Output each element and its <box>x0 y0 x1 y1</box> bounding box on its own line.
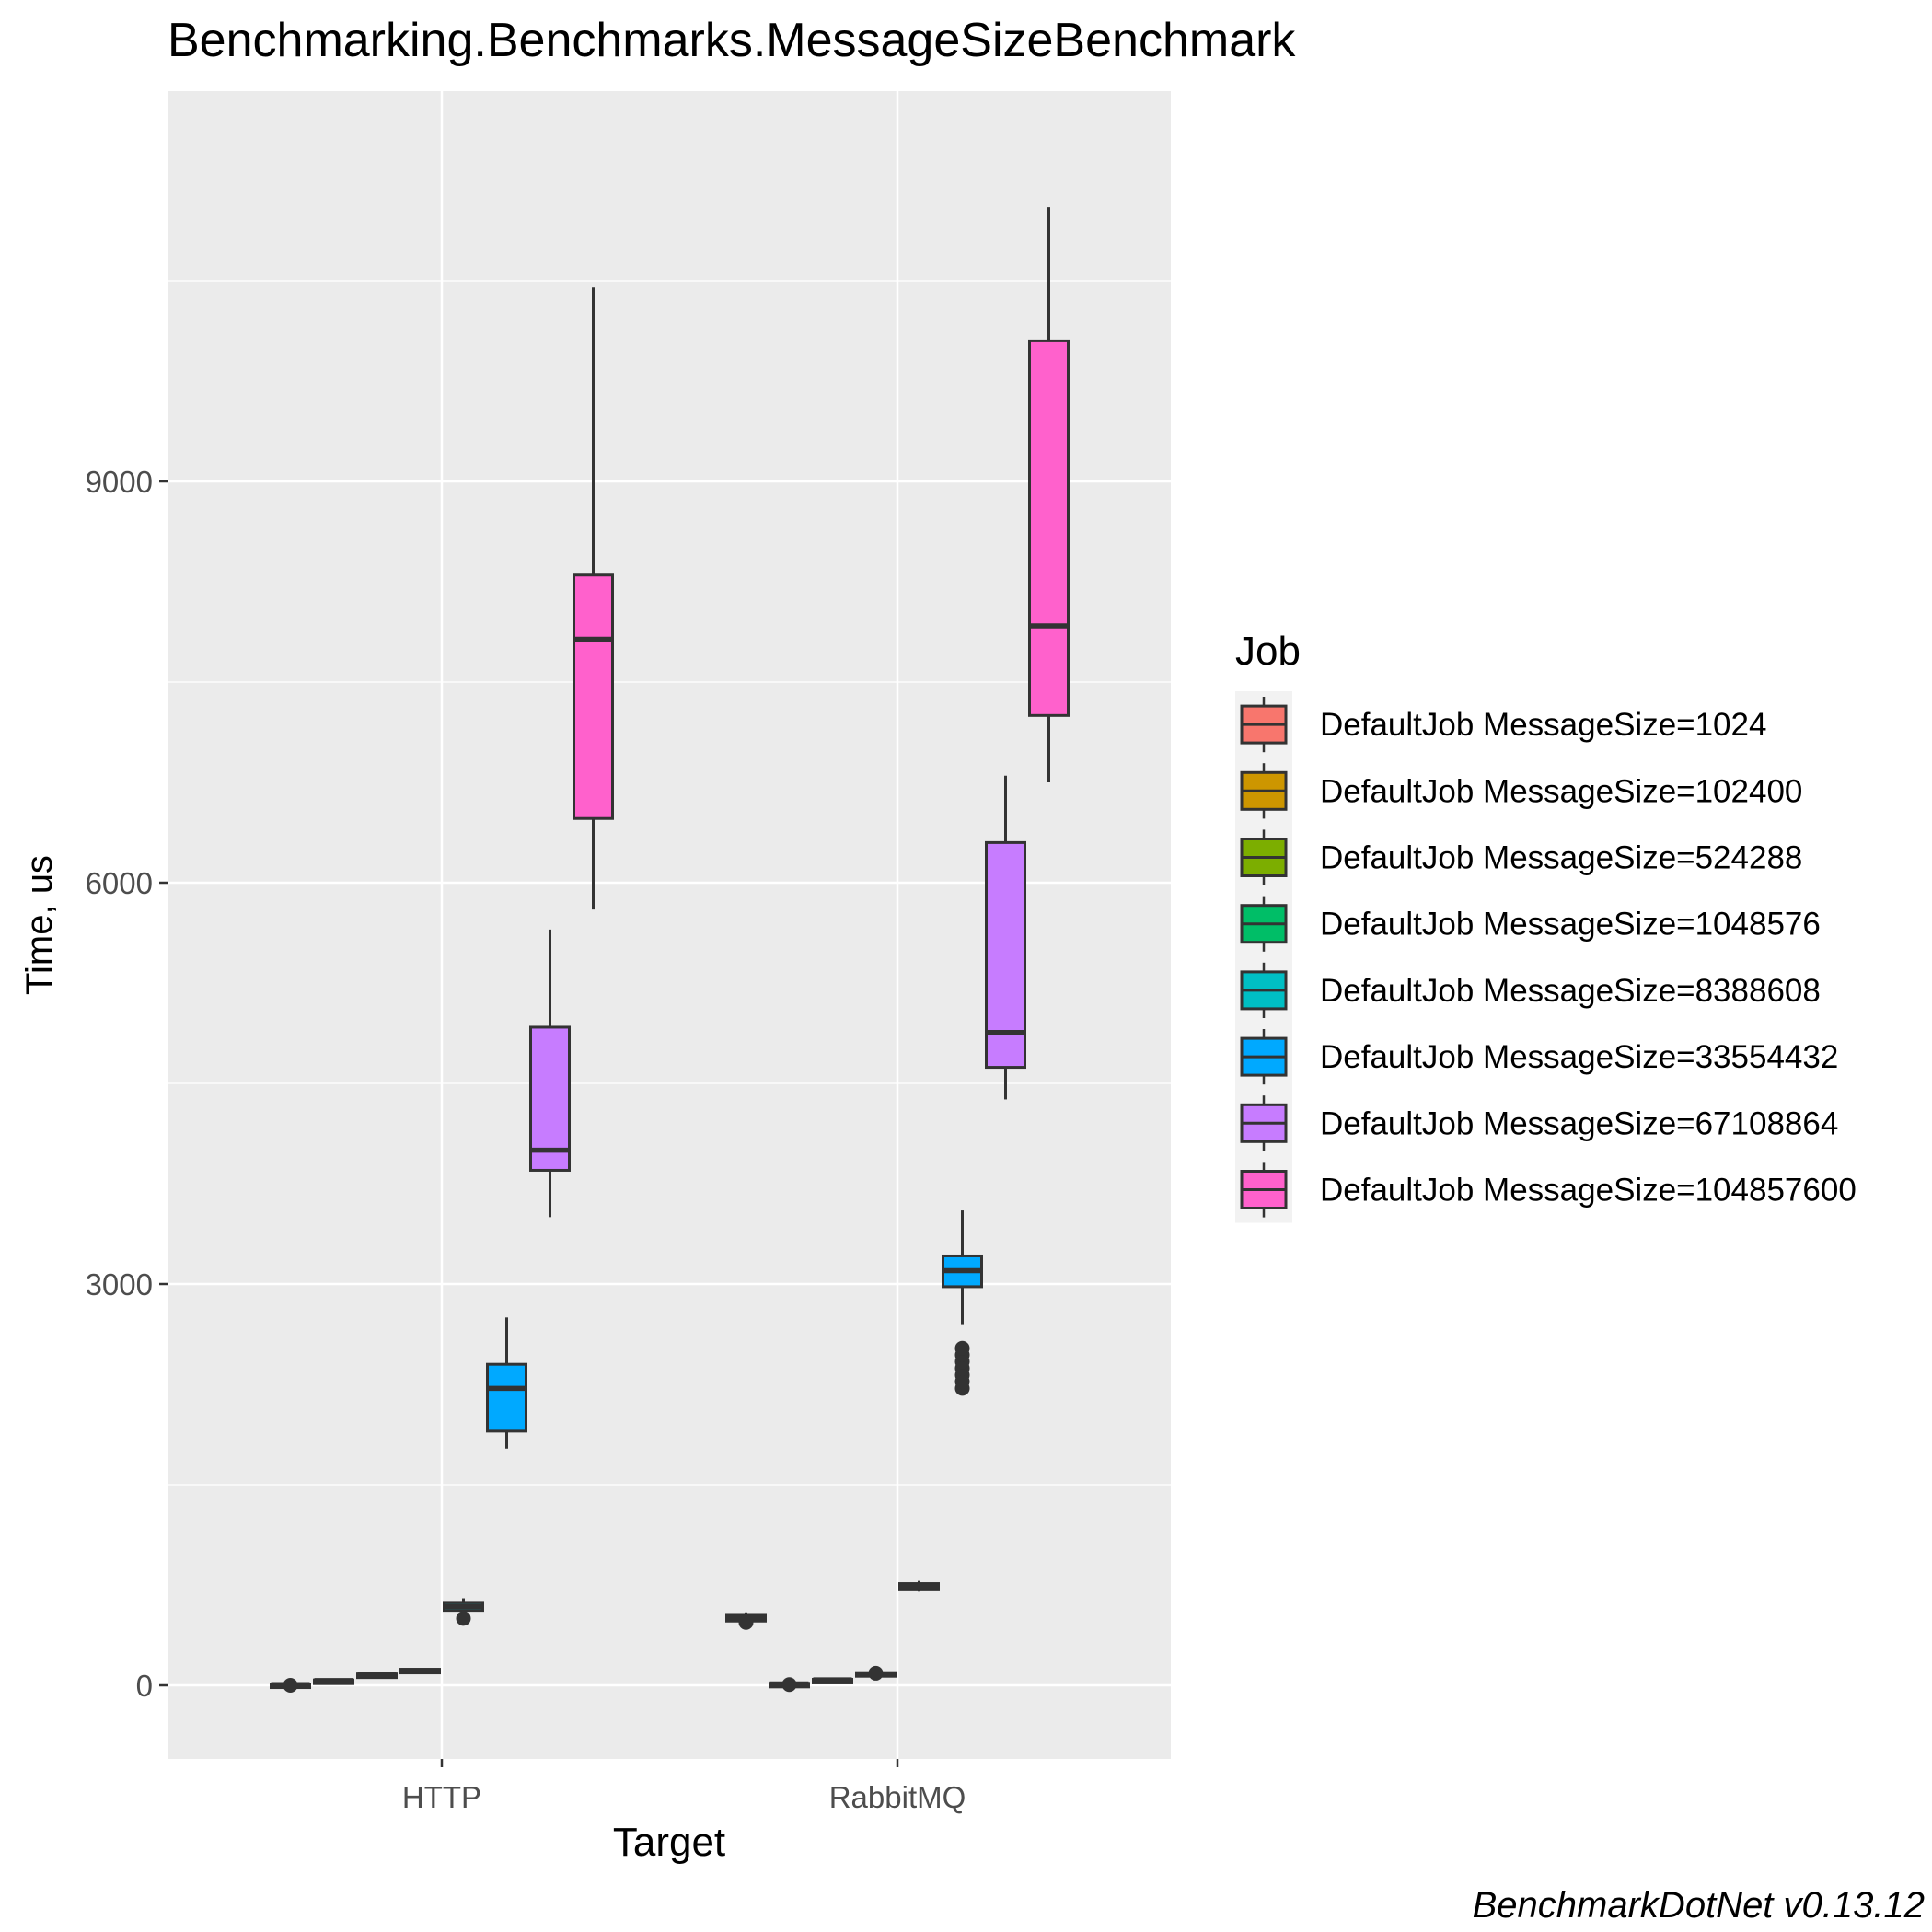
outlier-point <box>456 1611 471 1626</box>
legend-label: DefaultJob MessageSize=33554432 <box>1320 1039 1838 1075</box>
legend-item: DefaultJob MessageSize=524288 <box>1240 829 1802 885</box>
legend-label: DefaultJob MessageSize=102400 <box>1320 773 1802 809</box>
box-http-7 <box>529 929 571 1218</box>
box-iqr <box>985 840 1026 1070</box>
legend-item: DefaultJob MessageSize=104857600 <box>1240 1162 1857 1218</box>
box-iqr <box>529 1025 571 1172</box>
y-tick-label: 6000 <box>86 866 153 900</box>
box-rabbitmq-2 <box>769 1677 810 1693</box>
legend-item: DefaultJob MessageSize=67108864 <box>1240 1095 1838 1151</box>
boxes-layer <box>270 207 1070 1693</box>
outlier-point <box>283 1678 298 1693</box>
box-iqr <box>1028 339 1070 717</box>
box-rabbitmq-4 <box>855 1665 897 1681</box>
legend-label: DefaultJob MessageSize=1048576 <box>1320 907 1821 943</box>
box-rabbitmq-3 <box>812 1677 853 1684</box>
box-rabbitmq-5 <box>898 1580 940 1592</box>
box-http-4 <box>399 1668 441 1675</box>
box-http-5 <box>443 1598 484 1626</box>
outlier-point <box>738 1614 754 1630</box>
x-tick-label: HTTP <box>402 1780 481 1814</box>
benchmark-caption: BenchmarkDotNet v0.13.12 <box>1472 1885 1925 1926</box>
box-rabbitmq-1 <box>725 1612 767 1630</box>
y-tick-label: 3000 <box>86 1267 153 1301</box>
legend-label: DefaultJob MessageSize=104857600 <box>1320 1173 1857 1209</box>
legend: Job DefaultJob MessageSize=1024 DefaultJo… <box>1235 629 1857 1223</box>
legend-label: DefaultJob MessageSize=67108864 <box>1320 1105 1838 1141</box>
box-http-8 <box>573 287 614 910</box>
outlier-point <box>954 1340 970 1356</box>
x-axis: HTTP RabbitMQ <box>402 1759 966 1814</box>
legend-title: Job <box>1235 629 1301 674</box>
legend-item: DefaultJob MessageSize=1024 <box>1240 697 1766 753</box>
y-axis: 0 3000 6000 9000 <box>86 465 168 1703</box>
legend-item: DefaultJob MessageSize=33554432 <box>1240 1029 1838 1085</box>
box-http-1 <box>270 1678 311 1693</box>
box-iqr <box>573 573 614 820</box>
box-rabbitmq-6 <box>942 1210 983 1396</box>
y-tick-label: 9000 <box>86 465 153 499</box>
legend-item: DefaultJob MessageSize=102400 <box>1240 763 1802 819</box>
legend-label: DefaultJob MessageSize=8388608 <box>1320 973 1821 1009</box>
box-http-6 <box>486 1317 527 1449</box>
box-rabbitmq-8 <box>1028 207 1070 782</box>
outlier-point <box>781 1677 797 1693</box>
box-iqr <box>486 1362 527 1433</box>
y-axis-label: Time, us <box>19 855 60 995</box>
legend-label: DefaultJob MessageSize=1024 <box>1320 707 1766 743</box>
box-rabbitmq-7 <box>985 775 1026 1100</box>
minor-grid <box>168 280 1171 1486</box>
x-axis-label: Target <box>613 1820 725 1865</box>
y-tick-label: 0 <box>136 1669 153 1703</box>
legend-item: DefaultJob MessageSize=8388608 <box>1240 962 1821 1018</box>
legend-label: DefaultJob MessageSize=524288 <box>1320 840 1802 876</box>
chart-title: Benchmarking.Benchmarks.MessageSizeBench… <box>168 14 1296 67</box>
box-http-2 <box>313 1678 354 1685</box>
outlier-point <box>868 1665 884 1681</box>
legend-item: DefaultJob MessageSize=1048576 <box>1240 896 1821 952</box>
box-http-3 <box>356 1672 398 1680</box>
x-tick-label: RabbitMQ <box>829 1780 966 1814</box>
